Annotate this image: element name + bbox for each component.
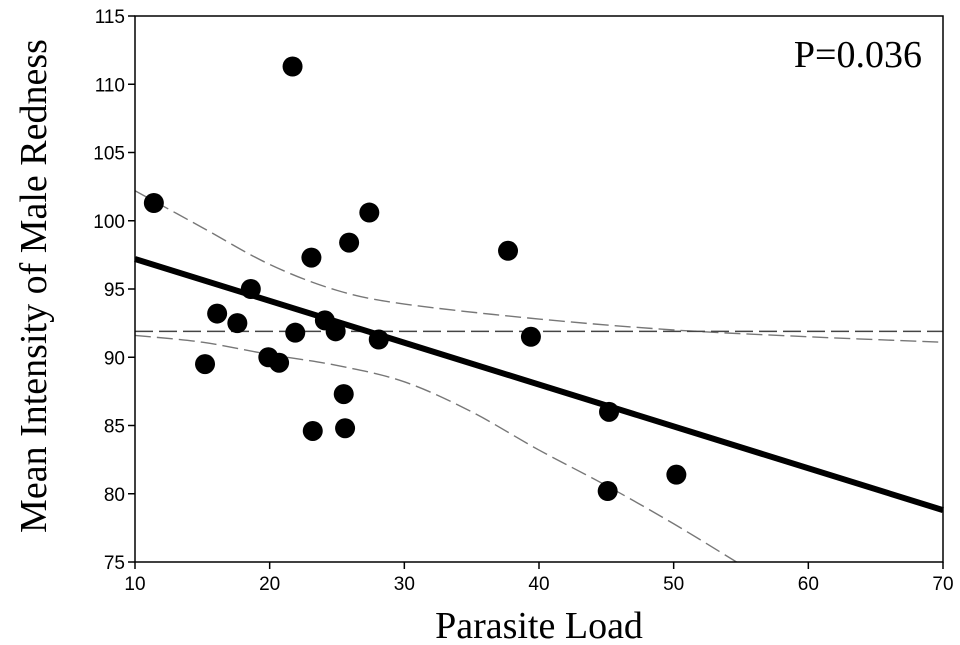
data-point <box>339 232 360 253</box>
x-axis-title: Parasite Load <box>435 605 643 645</box>
ci-upper-curve <box>135 190 943 343</box>
y-tick-label: 95 <box>104 280 125 301</box>
y-tick-label: 100 <box>93 212 125 233</box>
data-point <box>520 326 541 347</box>
regression-line <box>134 256 944 513</box>
data-point <box>240 279 261 299</box>
data-point <box>227 313 248 334</box>
axis-ticks: 10 20 30 40 50 60 70 75 80 85 90 95 100 105 110 115 <box>93 7 953 595</box>
data-point <box>666 464 687 485</box>
y-tick-label: 80 <box>104 485 125 506</box>
data-point <box>335 418 356 439</box>
data-point <box>282 56 303 77</box>
data-point <box>285 322 306 343</box>
y-tick-label: 90 <box>104 348 125 369</box>
data-point <box>195 354 216 375</box>
y-tick-label: 105 <box>93 144 125 165</box>
ci-lower-curve <box>135 334 738 562</box>
y-tick-label: 85 <box>104 417 125 438</box>
data-point <box>333 384 354 405</box>
x-tick-label: 20 <box>259 574 280 595</box>
y-tick-label: 110 <box>95 75 125 96</box>
data-point <box>207 303 228 324</box>
y-axis-title: Mean Intensity of Male Redness <box>13 39 55 533</box>
data-point <box>143 193 164 214</box>
x-tick-label: 30 <box>394 574 415 595</box>
x-tick-label: 60 <box>798 574 819 595</box>
data-point <box>301 247 322 268</box>
x-tick-label: 70 <box>932 574 953 595</box>
plot-area-frame <box>134 15 944 563</box>
y-tick-label: 115 <box>95 7 125 28</box>
data-point <box>599 401 620 422</box>
fit-line <box>134 256 944 513</box>
data-point <box>498 240 519 261</box>
data-point <box>359 202 380 223</box>
x-tick-label: 40 <box>528 574 549 595</box>
data-point <box>325 321 346 342</box>
x-tick-label: 50 <box>663 574 684 595</box>
data-points <box>143 56 687 502</box>
data-point <box>368 329 389 350</box>
data-point <box>269 352 290 373</box>
data-point <box>302 420 323 441</box>
p-value-annotation: P=0.036 <box>794 34 922 76</box>
confidence-band <box>135 190 943 562</box>
x-tick-label: 10 <box>124 574 145 595</box>
data-point <box>597 481 618 502</box>
y-tick-label: 75 <box>104 553 125 574</box>
